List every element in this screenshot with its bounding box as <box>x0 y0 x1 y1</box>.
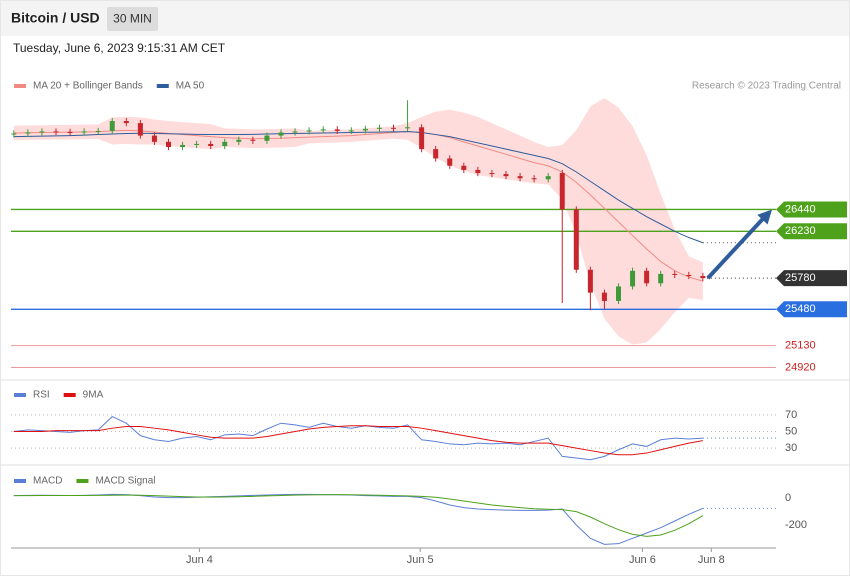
candle-body <box>587 269 593 293</box>
legend-swatch <box>76 479 89 483</box>
level-label: 25130 <box>785 340 816 352</box>
candle-body <box>686 274 692 276</box>
candle-body <box>292 131 298 133</box>
y-tick-label: 50 <box>785 425 797 437</box>
candle-body <box>644 270 650 284</box>
candle-body <box>419 127 425 150</box>
x-tick-label: Jun 4 <box>186 554 213 566</box>
ma-line <box>13 129 704 282</box>
candle-body <box>137 123 143 136</box>
legend-label: MA 50 <box>176 81 205 92</box>
y-tick-label: 0 <box>785 492 791 504</box>
candle-body <box>630 270 636 287</box>
candle-body <box>39 131 45 133</box>
bollinger-band <box>13 98 703 345</box>
legend-label: 9MA <box>83 390 104 401</box>
candle-body <box>362 128 368 131</box>
candle-body <box>53 131 59 133</box>
candle-body <box>503 174 509 177</box>
candle-body <box>208 143 214 146</box>
candle-body <box>531 178 537 180</box>
indicator-line <box>13 425 703 456</box>
y-tick-label: 70 <box>785 409 797 421</box>
y-tick-label: 30 <box>785 442 797 454</box>
candle-body <box>123 121 129 124</box>
candle-body <box>151 135 157 142</box>
candle-body <box>264 135 270 141</box>
candle-body <box>475 169 481 174</box>
x-tick-label: Jun 8 <box>698 554 725 566</box>
candle-body <box>95 130 101 132</box>
candle-body <box>11 133 17 135</box>
timestamp: Tuesday, June 6, 2023 9:15:31 AM CET <box>13 41 226 55</box>
projection-arrow <box>706 214 768 280</box>
level-label: 24920 <box>785 361 816 373</box>
level-tag <box>776 223 847 240</box>
candle-body <box>433 149 439 159</box>
legend-swatch <box>14 393 26 397</box>
candle-body <box>67 131 73 133</box>
indicator-line <box>13 494 704 537</box>
candle-body <box>348 130 354 132</box>
indicator-line <box>13 415 703 461</box>
candle-body <box>376 127 382 129</box>
legend-swatch <box>156 84 169 88</box>
candle-body <box>250 139 256 141</box>
copyright: Research © 2023 Trading Central <box>692 81 841 92</box>
level-tag <box>776 301 847 318</box>
legend-swatch <box>14 479 26 483</box>
candle-body <box>81 131 87 133</box>
candle-body <box>616 286 621 301</box>
level-label: 25480 <box>785 303 816 315</box>
candle-body <box>334 129 340 131</box>
candle-body <box>194 143 200 145</box>
level-label: 25780 <box>785 272 816 284</box>
x-tick-label: Jun 5 <box>407 554 434 566</box>
candle-body <box>166 141 171 148</box>
legend-label: MA 20 + Bollinger Bands <box>33 81 143 92</box>
level-tag <box>776 270 847 287</box>
candle-body <box>109 121 115 131</box>
candle-body <box>700 276 706 279</box>
candle-body <box>405 127 411 129</box>
candle-body <box>222 141 228 146</box>
candle-body <box>489 173 495 175</box>
interval-label[interactable]: 30 MIN <box>113 12 152 26</box>
y-tick-label: -200 <box>785 519 807 531</box>
ma-line <box>13 131 704 244</box>
legend-label: MACD Signal <box>95 476 155 487</box>
candle-body <box>306 130 312 132</box>
level-label: 26230 <box>785 225 816 237</box>
candle-body <box>517 176 523 179</box>
candle-body <box>461 165 467 170</box>
candle-body <box>658 273 664 284</box>
candle-body <box>320 129 326 131</box>
indicator-line <box>13 493 704 545</box>
legend-swatch <box>63 393 76 397</box>
candle-body <box>278 132 284 136</box>
candle-body <box>601 292 607 301</box>
candle-body <box>391 127 396 129</box>
legend-label: RSI <box>33 390 50 401</box>
candle-body <box>672 273 678 275</box>
level-tag <box>776 201 847 218</box>
projection-arrowhead <box>757 209 772 225</box>
legend-swatch <box>14 84 26 88</box>
chart-title: Bitcoin / USD <box>11 10 100 26</box>
candle-body <box>236 139 242 142</box>
legend-label: MACD <box>33 476 62 487</box>
interval-badge[interactable] <box>107 7 158 31</box>
candle-body <box>447 158 453 166</box>
candle-body <box>180 144 186 148</box>
candle-body <box>25 132 31 134</box>
candle-body <box>545 176 551 180</box>
level-label: 26440 <box>785 203 816 215</box>
x-tick-label: Jun 6 <box>629 554 656 566</box>
candle-body <box>573 209 579 270</box>
candle-body <box>559 173 565 210</box>
